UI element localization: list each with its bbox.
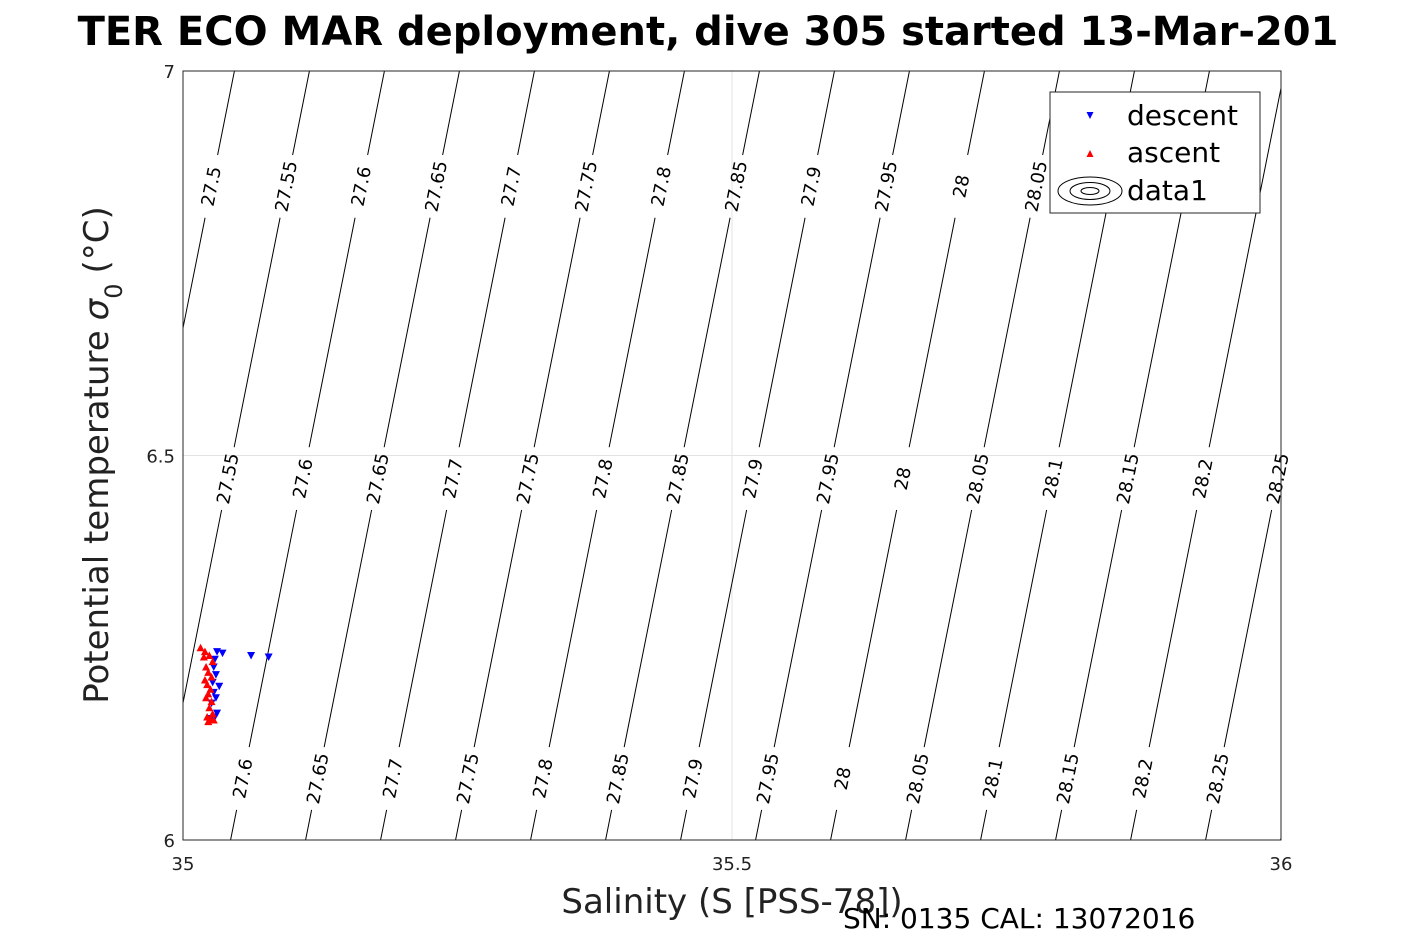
y-axis-label-subscript: 0 [100, 283, 128, 298]
ascent-point [203, 680, 212, 689]
x-tick-labels: 35 35.5 36 [172, 854, 1293, 875]
contour-line [1280, 835, 1281, 840]
ascent-point [196, 643, 205, 652]
x-tick-label: 35 [172, 854, 195, 875]
descent-point [210, 655, 219, 664]
contour-line [605, 71, 760, 840]
contour-line [455, 71, 610, 840]
x-tick-label: 35.5 [712, 854, 752, 875]
contour-label: 28 [949, 173, 974, 200]
descent-point [213, 709, 222, 718]
ascent-point [208, 709, 217, 718]
descent-point [215, 682, 224, 691]
data-points [196, 643, 273, 726]
contour-label: 28 [831, 765, 856, 792]
contour-line [905, 71, 1060, 840]
legend-data1-label: data1 [1127, 174, 1208, 207]
y-tick-label: 7 [164, 62, 175, 83]
contour-line [830, 71, 985, 840]
plot-frame [182, 70, 1282, 841]
descent-point [218, 649, 227, 658]
descent-point [208, 678, 217, 687]
serial-calibration-label: SN: 0135 CAL: 13072016 [843, 902, 1195, 935]
ascent-point [204, 668, 213, 676]
y-tick-label: 6.5 [146, 447, 175, 468]
grid [183, 71, 1281, 840]
y-axis-label: Potential temperature σ0 (°C) [77, 206, 128, 704]
ascent-point [207, 697, 216, 706]
ascent-point [200, 647, 209, 656]
ascent-point [207, 672, 216, 681]
contour-line [1205, 460, 1281, 840]
contour-line [530, 71, 685, 840]
x-tick-label: 36 [1270, 854, 1293, 875]
legend-descent-marker [1086, 112, 1094, 119]
descent-point [264, 653, 273, 661]
contour-line [680, 71, 835, 840]
y-tick-label: 6 [164, 831, 175, 852]
ascent-point [205, 651, 214, 659]
contour-line [380, 71, 535, 840]
legend: descent ascent data1 [1049, 91, 1261, 214]
contour-label: 28 [891, 465, 916, 492]
ascent-point [202, 693, 211, 702]
y-axis-label-unit: (°C) [77, 206, 117, 273]
ascent-point [199, 652, 208, 661]
ascent-point [202, 662, 211, 671]
y-axis-label-text: Potential temperature [77, 330, 117, 703]
descent-point [211, 694, 220, 702]
descent-point [211, 671, 220, 679]
legend-box [1049, 91, 1261, 214]
ascent-point [208, 657, 217, 666]
legend-descent-label: descent [1127, 99, 1238, 132]
contour-line [230, 71, 385, 840]
x-axis-label: Salinity (S [PSS-78]) [561, 882, 902, 922]
ascent-point [204, 717, 213, 726]
y-tick-labels: 66.57 [146, 62, 175, 852]
ascent-point [205, 703, 214, 712]
chart-title: TER ECO MAR deployment, dive 305 started… [78, 9, 1339, 55]
ascent-point [209, 716, 218, 724]
descent-point [209, 663, 218, 671]
descent-point [247, 651, 256, 660]
legend-ascent-marker [1086, 150, 1094, 157]
legend-contour-icon [1057, 176, 1123, 206]
contour-line [755, 71, 910, 840]
contour-line [305, 71, 460, 840]
legend-ascent-label: ascent [1127, 136, 1220, 169]
y-axis-label-symbol: σ [77, 297, 117, 320]
